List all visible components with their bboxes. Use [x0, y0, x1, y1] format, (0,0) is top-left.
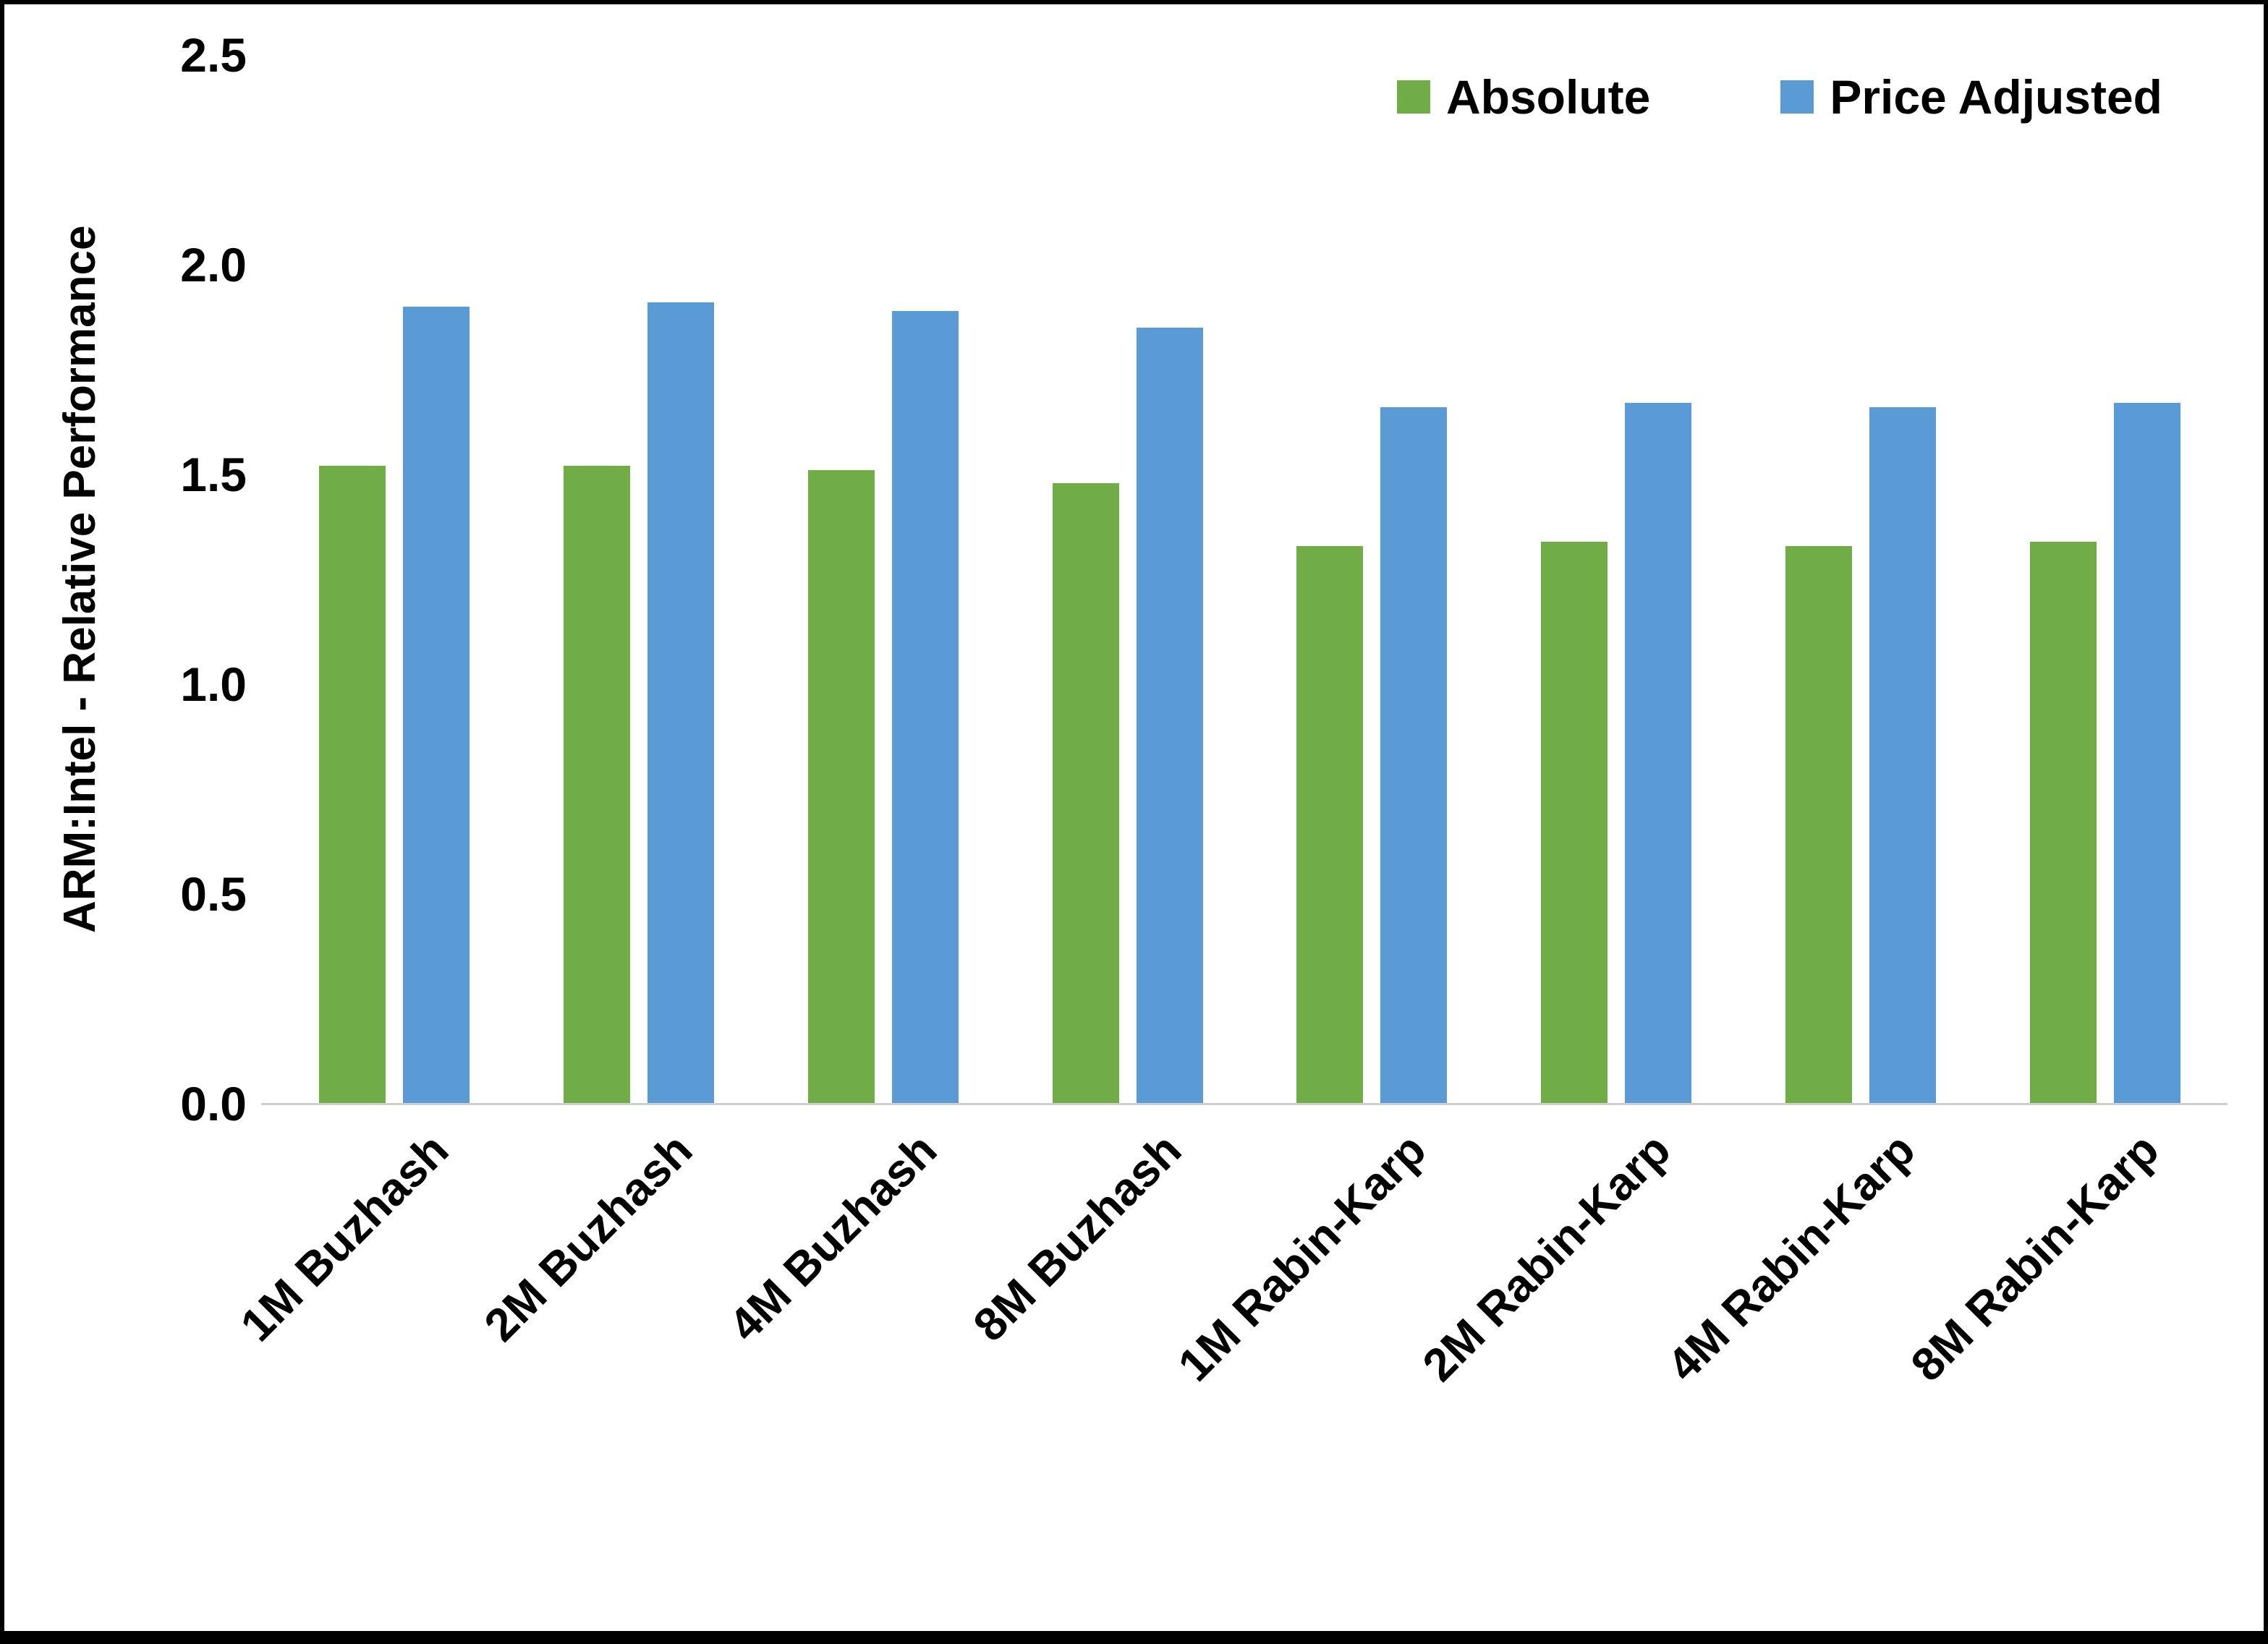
- legend: Absolute Price Adjusted: [1396, 69, 2162, 124]
- bar-absolute: [1052, 482, 1119, 1104]
- bar-price-adjusted: [2114, 403, 2181, 1104]
- y-axis-ticks: 0.0 0.5 1.0 1.5 2.0 2.5: [135, 31, 272, 1128]
- bar-price-adjusted: [1136, 328, 1203, 1104]
- bar-groups: [272, 55, 2227, 1104]
- bar-absolute: [563, 466, 630, 1104]
- bar-price-adjusted: [1380, 407, 1448, 1104]
- y-tick-label: 2.0: [180, 238, 247, 291]
- bar-group-8m-rabin-karp: [1983, 55, 2227, 1104]
- bar-absolute: [318, 466, 386, 1104]
- bar-absolute: [1785, 545, 1853, 1104]
- bar-chart: ARM:Intel - Relative Performance 0.0 0.5 1…: [26, 31, 2227, 1581]
- x-label-cell: 8M Rabin-Karp: [1901, 1104, 2227, 1581]
- bar-price-adjusted: [1869, 407, 1937, 1104]
- bar-absolute: [1541, 541, 1608, 1104]
- bar-group-2m-buzhash: [517, 55, 761, 1104]
- x-label-cell: 4M Buzhash: [719, 1104, 1006, 1581]
- x-axis-line: [261, 1103, 2227, 1105]
- y-tick-label: 0.0: [180, 1077, 247, 1130]
- legend-marker-absolute: [1396, 80, 1430, 114]
- y-tick-label: 0.5: [180, 867, 247, 921]
- plot-area: Absolute Price Adjusted: [261, 55, 2227, 1105]
- bar-absolute: [2030, 541, 2097, 1104]
- y-tick-label: 2.5: [180, 28, 247, 82]
- legend-item-price-adjusted: Price Adjusted: [1780, 69, 2162, 124]
- legend-item-absolute: Absolute: [1396, 69, 1651, 124]
- bar-price-adjusted: [1625, 403, 1692, 1104]
- x-axis-labels: 1M Buzhash 2M Buzhash 4M Buzhash 8M Buzhash…: [230, 1104, 2227, 1581]
- x-label-cell: 1M Buzhash: [230, 1104, 517, 1581]
- x-label-cell: 2M Buzhash: [475, 1104, 761, 1581]
- bar-price-adjusted: [402, 307, 470, 1104]
- y-tick-label: 1.5: [180, 448, 247, 501]
- bar-group-4m-buzhash: [761, 55, 1006, 1104]
- y-tick-label: 1.0: [180, 657, 247, 711]
- bar-group-2m-rabin-karp: [1494, 55, 1738, 1104]
- y-axis-title: ARM:Intel - Relative Performance: [55, 225, 105, 934]
- bar-group-4m-rabin-karp: [1738, 55, 1983, 1104]
- bar-price-adjusted: [891, 310, 959, 1104]
- bar-absolute: [807, 470, 875, 1104]
- legend-marker-price-adjusted: [1780, 80, 1814, 114]
- bar-group-1m-rabin-karp: [1250, 55, 1495, 1104]
- legend-label-absolute: Absolute: [1445, 70, 1651, 124]
- bar-price-adjusted: [647, 302, 714, 1104]
- x-axis-label: 1M Buzhash: [230, 1123, 459, 1352]
- bar-group-1m-buzhash: [272, 55, 517, 1104]
- bar-group-8m-buzhash: [1006, 55, 1250, 1104]
- bar-absolute: [1296, 545, 1364, 1104]
- legend-label-price-adjusted: Price Adjusted: [1830, 70, 2162, 124]
